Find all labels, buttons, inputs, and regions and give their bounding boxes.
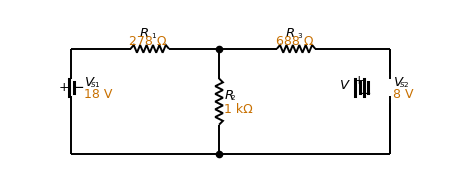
Text: $V$: $V$: [339, 79, 351, 92]
Text: $_1$: $_1$: [151, 31, 157, 41]
Text: 688 Ω: 688 Ω: [276, 35, 313, 48]
Text: −: −: [72, 80, 85, 95]
Text: 18 V: 18 V: [84, 88, 112, 101]
Text: $V$: $V$: [84, 76, 96, 89]
Text: −: −: [358, 86, 371, 101]
Text: $_{S1}$: $_{S1}$: [90, 80, 101, 90]
Text: $_{S2}$: $_{S2}$: [399, 80, 410, 90]
Text: 278 Ω: 278 Ω: [130, 35, 167, 48]
Text: $_2$: $_2$: [230, 93, 236, 103]
Text: +: +: [353, 74, 364, 87]
Text: $_3$: $_3$: [297, 31, 303, 41]
Text: $R$: $R$: [285, 27, 295, 40]
Text: $R$: $R$: [139, 27, 149, 40]
Text: $V$: $V$: [393, 76, 405, 89]
Text: 1 kΩ: 1 kΩ: [224, 103, 252, 116]
Text: +: +: [59, 81, 70, 94]
Text: 8 V: 8 V: [393, 88, 414, 101]
Text: $R$: $R$: [224, 89, 234, 102]
